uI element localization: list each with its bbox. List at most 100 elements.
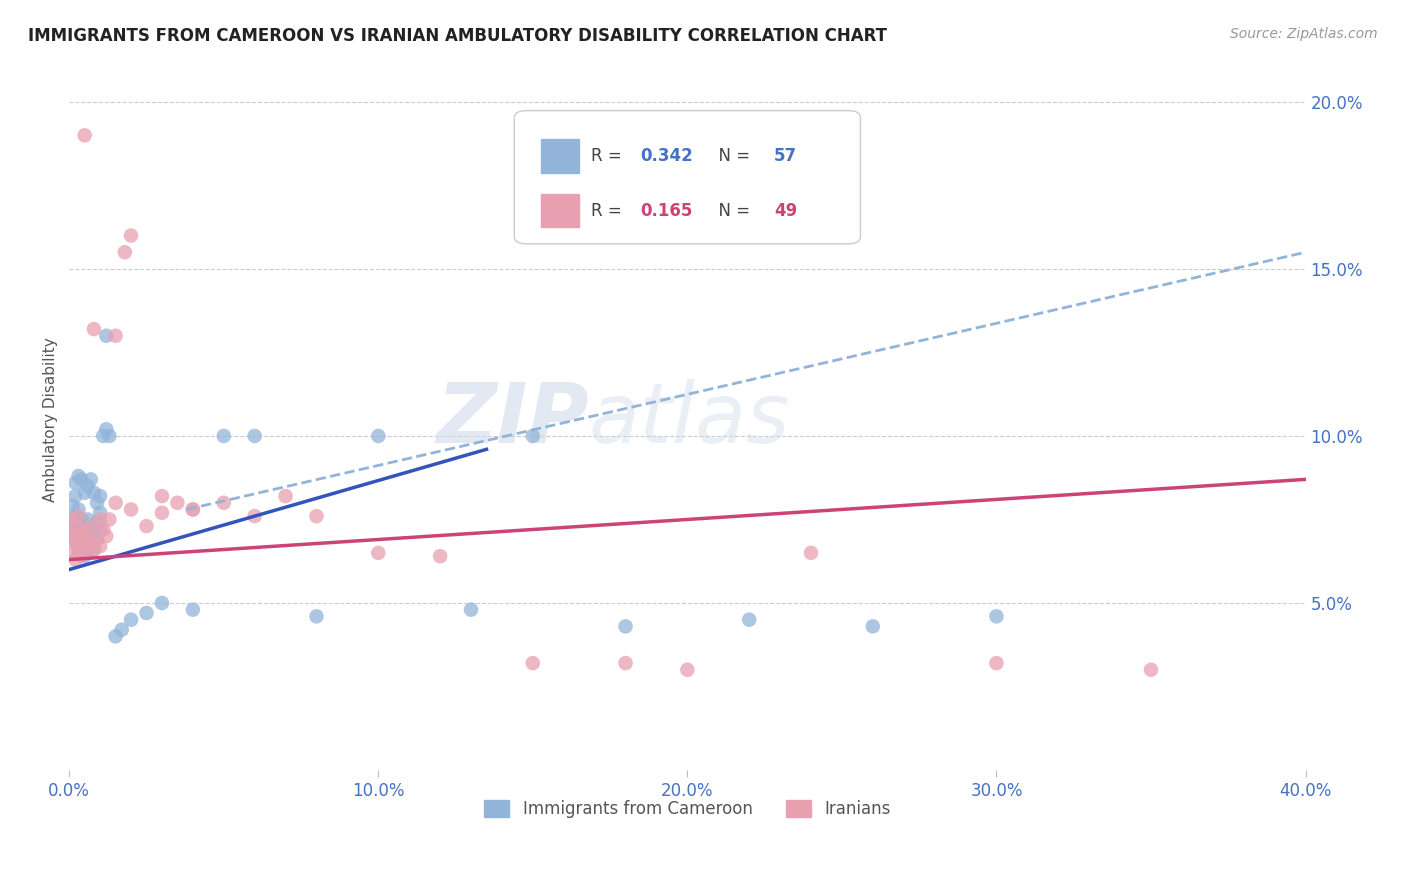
Bar [541, 194, 579, 227]
Point [86, 496, 108, 510]
Point [96, 328, 118, 343]
Point [67, 519, 90, 533]
Point [91, 429, 114, 443]
Point [60, 529, 83, 543]
Point [91, 523, 114, 537]
Text: R =: R = [591, 147, 627, 165]
Point [800, 546, 823, 560]
Point [150, 596, 173, 610]
Point [243, 509, 266, 524]
Point [181, 502, 204, 516]
Point [89, 489, 111, 503]
Point [83, 322, 105, 336]
Point [73, 128, 96, 143]
Point [96, 422, 118, 436]
Point [460, 602, 482, 616]
Point [76, 542, 98, 557]
Point [70, 512, 93, 526]
Point [60, 529, 83, 543]
Point [65, 509, 87, 524]
Point [70, 533, 93, 547]
Point [67, 525, 90, 540]
Point [86, 516, 108, 530]
Point [986, 609, 1008, 624]
Point [67, 546, 90, 560]
Bar [541, 139, 579, 173]
Point [614, 619, 637, 633]
Point [76, 512, 98, 526]
Point [73, 519, 96, 533]
Point [614, 656, 637, 670]
Point [1140, 663, 1163, 677]
Point [67, 502, 90, 516]
Text: R =: R = [591, 202, 627, 219]
Point [73, 536, 96, 550]
Point [83, 525, 105, 540]
Point [65, 523, 87, 537]
Point [862, 619, 884, 633]
Point [60, 499, 83, 513]
Point [150, 506, 173, 520]
Point [181, 502, 204, 516]
Point [98, 512, 121, 526]
Legend: Immigrants from Cameroon, Iranians: Immigrants from Cameroon, Iranians [478, 793, 897, 825]
Point [67, 509, 90, 524]
Point [305, 609, 328, 624]
Point [89, 523, 111, 537]
Point [986, 656, 1008, 670]
Point [274, 489, 297, 503]
Point [98, 429, 121, 443]
Point [76, 529, 98, 543]
Point [65, 489, 87, 503]
Point [135, 606, 157, 620]
Text: N =: N = [709, 202, 756, 219]
Point [73, 549, 96, 564]
Point [80, 536, 103, 550]
Point [73, 485, 96, 500]
Point [65, 552, 87, 566]
Point [67, 533, 90, 547]
Point [522, 429, 544, 443]
Point [60, 546, 83, 560]
Point [166, 496, 188, 510]
Point [83, 542, 105, 557]
Point [120, 228, 142, 243]
Point [60, 516, 83, 530]
Y-axis label: Ambulatory Disability: Ambulatory Disability [44, 337, 58, 501]
Point [738, 613, 761, 627]
Point [73, 523, 96, 537]
Point [89, 512, 111, 526]
Point [80, 536, 103, 550]
Point [104, 328, 127, 343]
Point [243, 429, 266, 443]
Point [150, 489, 173, 503]
Point [86, 533, 108, 547]
Point [65, 475, 87, 490]
Point [60, 512, 83, 526]
Point [111, 623, 134, 637]
Point [70, 549, 93, 564]
Text: atlas: atlas [589, 379, 790, 459]
Point [89, 539, 111, 553]
Point [212, 496, 235, 510]
Text: 0.342: 0.342 [640, 147, 693, 165]
Point [70, 539, 93, 553]
Point [83, 485, 105, 500]
Point [96, 529, 118, 543]
Point [76, 546, 98, 560]
Point [76, 479, 98, 493]
Point [181, 602, 204, 616]
Point [135, 519, 157, 533]
Point [65, 536, 87, 550]
Point [67, 542, 90, 557]
Point [67, 469, 90, 483]
Point [65, 519, 87, 533]
Point [429, 549, 451, 564]
Point [114, 245, 136, 260]
Point [367, 429, 389, 443]
Point [367, 546, 389, 560]
Text: 49: 49 [773, 202, 797, 219]
Point [120, 613, 142, 627]
Point [89, 506, 111, 520]
Point [76, 529, 98, 543]
